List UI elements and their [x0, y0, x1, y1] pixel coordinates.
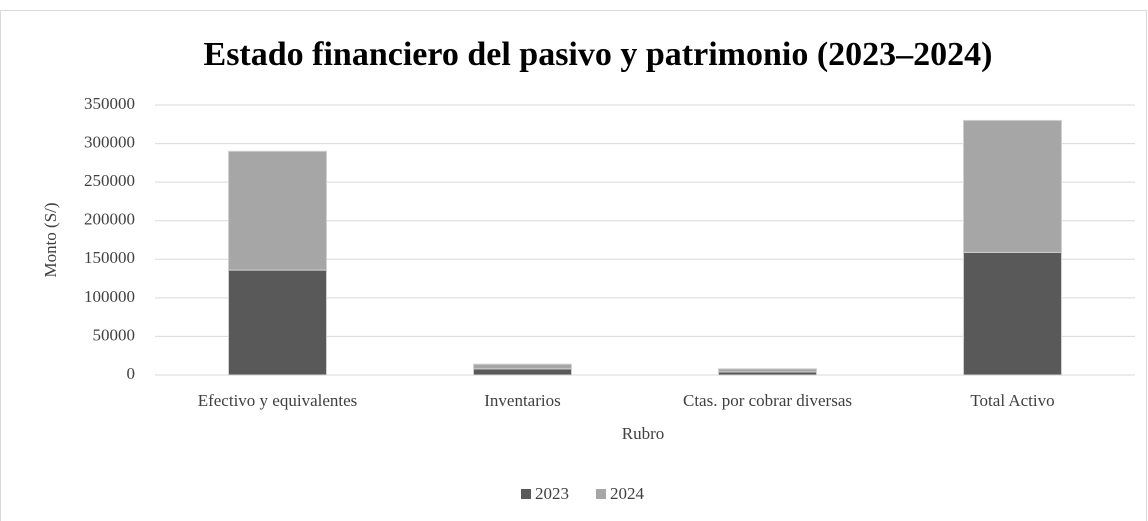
bar-segment [473, 363, 572, 370]
x-tick-label: Ctas. por cobrar diversas [683, 391, 852, 410]
y-tick-label: 350000 [84, 94, 135, 113]
y-tick-label: 200000 [84, 210, 135, 229]
bar-segment [963, 251, 1062, 376]
legend-swatch [596, 489, 606, 499]
y-tick-label: 300000 [84, 132, 135, 151]
y-tick-label: 0 [127, 364, 136, 383]
x-tick-label: Total Activo [970, 391, 1054, 410]
bar-segment [228, 269, 327, 376]
y-tick-label: 100000 [84, 287, 135, 306]
bar-segment [228, 150, 327, 271]
legend-label: 2024 [610, 484, 645, 503]
y-tick-label: 250000 [84, 171, 135, 190]
bar-segment [718, 368, 817, 373]
bar-segment [963, 119, 1062, 253]
y-axis-label: Monto (S/) [41, 202, 60, 277]
bar-segment [473, 368, 572, 376]
x-tick-label: Inventarios [484, 391, 560, 410]
x-tick-label: Efectivo y equivalentes [198, 391, 358, 410]
y-tick-label: 50000 [93, 325, 136, 344]
chart-title: Estado financiero del pasivo y patrimoni… [204, 36, 993, 73]
chart-frame [0, 10, 1147, 521]
legend-label: 2023 [535, 484, 569, 503]
legend-swatch [521, 489, 531, 499]
y-tick-label: 150000 [84, 248, 135, 267]
x-axis-label: Rubro [622, 424, 665, 443]
